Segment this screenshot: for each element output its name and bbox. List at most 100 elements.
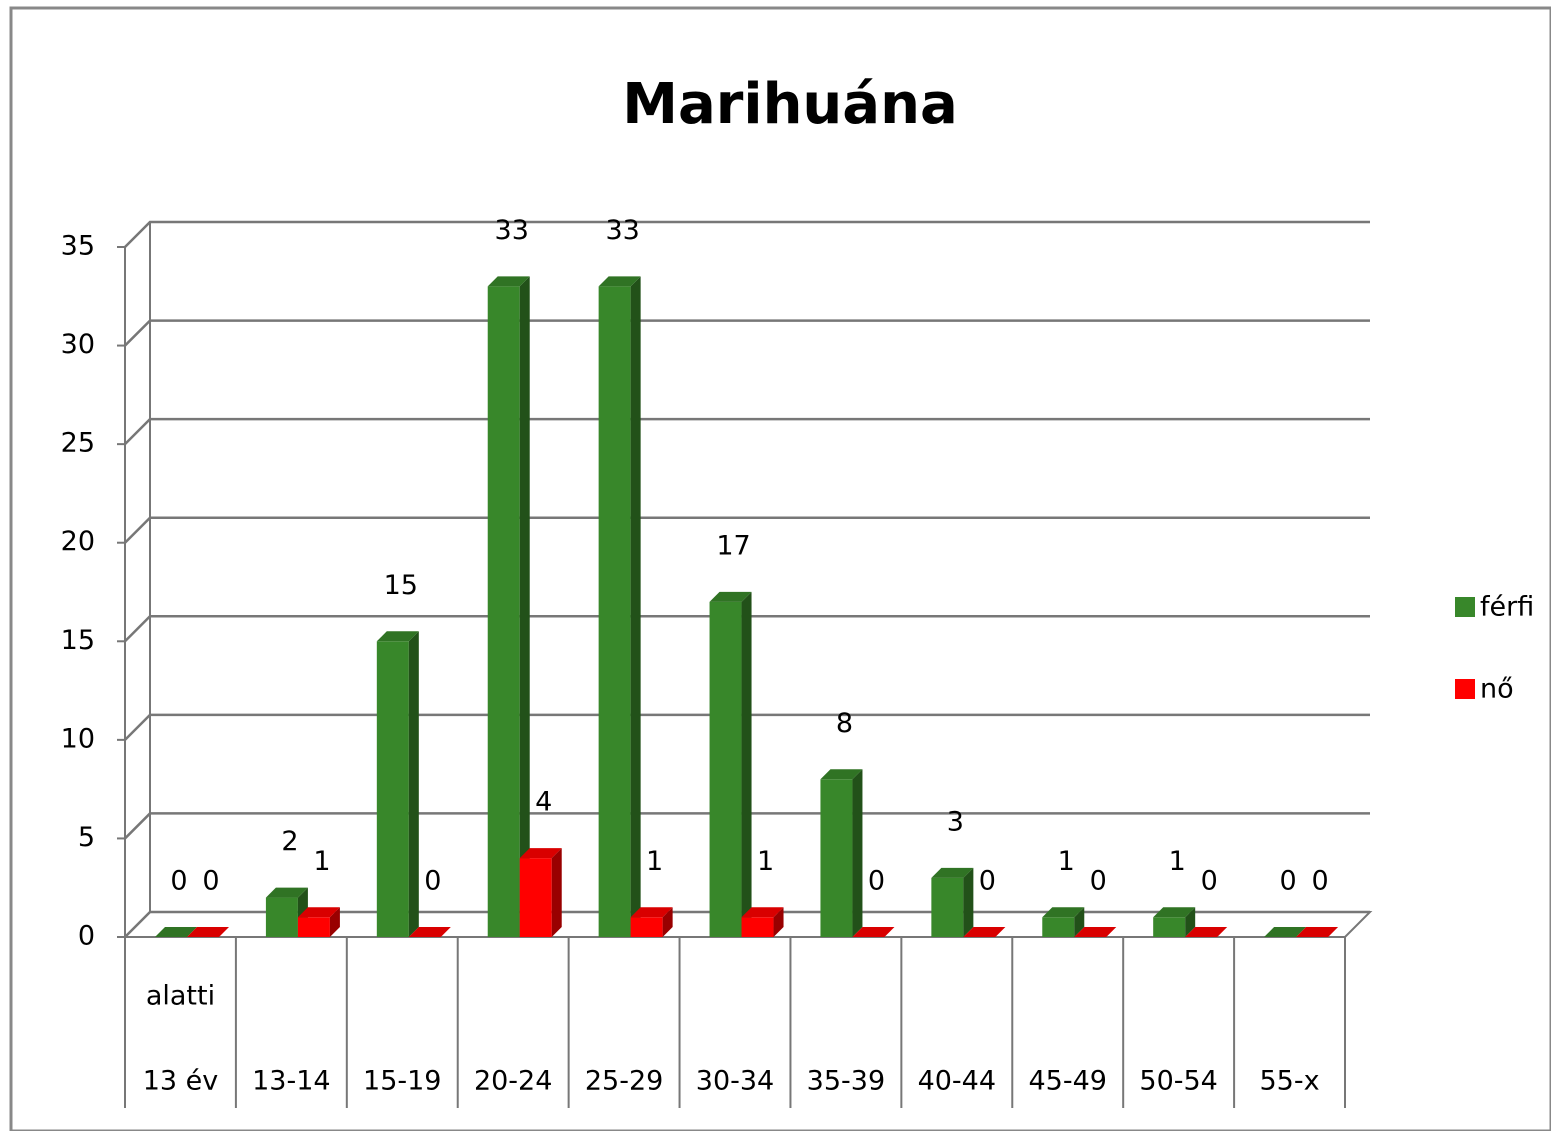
x-tick-label: 15-19 <box>363 1066 441 1097</box>
data-label: 8 <box>836 708 853 739</box>
y-tick-label: 25 <box>61 428 95 459</box>
bar <box>155 927 197 937</box>
bar-side <box>329 907 340 937</box>
y-tick-label: 0 <box>78 921 95 952</box>
bar-front <box>598 286 631 937</box>
bar-top <box>297 907 340 918</box>
bar-top <box>1185 927 1228 937</box>
data-label: 0 <box>170 866 187 897</box>
bar-side <box>773 907 784 937</box>
data-label: 1 <box>1058 846 1075 877</box>
bar <box>1074 927 1117 937</box>
data-label: 1 <box>757 846 774 877</box>
bar <box>408 927 451 937</box>
bar <box>487 276 530 937</box>
data-label: 1 <box>313 846 330 877</box>
bar-front <box>709 601 742 937</box>
y-tick-label: 35 <box>61 231 95 262</box>
grid-line <box>124 319 1370 347</box>
bar-side <box>963 867 974 937</box>
grid-line <box>124 615 1370 643</box>
bar <box>1264 927 1307 937</box>
x-tick-label: 55-x <box>1260 1066 1320 1097</box>
bar <box>1153 907 1196 937</box>
data-label: 2 <box>281 826 298 857</box>
data-label: 33 <box>495 215 529 246</box>
x-tick-label: 25-29 <box>585 1066 663 1097</box>
bar <box>1296 927 1339 937</box>
x-tick-label: 45-49 <box>1028 1066 1106 1097</box>
bar-side <box>852 769 863 937</box>
data-label: 0 <box>979 866 996 897</box>
data-label: 0 <box>202 866 219 897</box>
grid-line <box>124 417 1370 446</box>
x-tick-label: 35-39 <box>807 1066 885 1097</box>
x-tick-label: 40-44 <box>918 1066 996 1097</box>
bar-top <box>741 907 784 918</box>
bar-front <box>297 917 330 937</box>
bar <box>963 927 1006 937</box>
legend-swatch <box>1455 597 1475 617</box>
bar-front <box>519 858 552 937</box>
data-label: 0 <box>1279 866 1296 897</box>
y-tick-label: 20 <box>61 526 95 557</box>
bar-top <box>487 276 530 287</box>
bar-top <box>709 591 752 602</box>
grid-line <box>124 220 1370 248</box>
bar <box>1042 907 1085 937</box>
bar-front <box>265 897 298 937</box>
grid-line <box>124 516 1370 544</box>
y-tick-label: 10 <box>61 723 95 754</box>
data-label: 4 <box>535 787 552 818</box>
bar-top <box>598 276 641 287</box>
bar-top <box>1042 907 1085 918</box>
x-tick-label: 20-24 <box>474 1066 552 1097</box>
bar-top <box>1153 907 1196 918</box>
bar-side <box>630 276 641 937</box>
bar <box>598 276 641 937</box>
bar <box>820 769 863 937</box>
bar-side <box>1074 907 1085 937</box>
bar-side <box>1185 907 1196 937</box>
bar-top <box>963 927 1006 937</box>
bar-top <box>1296 927 1339 937</box>
bar-top <box>155 927 197 937</box>
data-label: 1 <box>1169 846 1186 877</box>
data-label: 0 <box>1090 866 1107 897</box>
bar-front <box>931 877 964 937</box>
bar-front <box>1153 917 1186 937</box>
bar <box>931 867 974 937</box>
x-tick-label: 13 év <box>143 1066 219 1097</box>
bar-top <box>1074 927 1117 937</box>
legend-swatch <box>1455 679 1475 699</box>
bar-front <box>820 779 853 937</box>
x-tick-label: alatti <box>146 981 215 1012</box>
bar-side <box>662 907 673 937</box>
bar-front <box>376 641 409 937</box>
bar <box>630 907 673 937</box>
bar <box>376 631 419 937</box>
bar <box>187 927 229 937</box>
y-tick-label: 5 <box>78 822 95 853</box>
bar-front <box>741 917 774 937</box>
data-label: 17 <box>716 530 750 561</box>
grid-line <box>124 812 1370 840</box>
bar-front <box>487 286 520 937</box>
bar <box>297 907 340 937</box>
y-tick-label: 30 <box>61 329 95 360</box>
bar-side <box>519 276 530 937</box>
data-label: 0 <box>1201 866 1218 897</box>
bar-top <box>408 927 451 937</box>
data-label: 1 <box>646 846 663 877</box>
bar-top <box>376 631 419 642</box>
x-tick-label: 50-54 <box>1139 1066 1217 1097</box>
data-label: 0 <box>424 866 441 897</box>
data-label: 33 <box>605 215 639 246</box>
x-tick-label: 30-34 <box>696 1066 774 1097</box>
y-tick-label: 15 <box>61 625 95 656</box>
bar <box>741 907 784 937</box>
data-label: 3 <box>947 806 964 837</box>
bar-top <box>1264 927 1307 937</box>
bar-side <box>408 631 419 937</box>
